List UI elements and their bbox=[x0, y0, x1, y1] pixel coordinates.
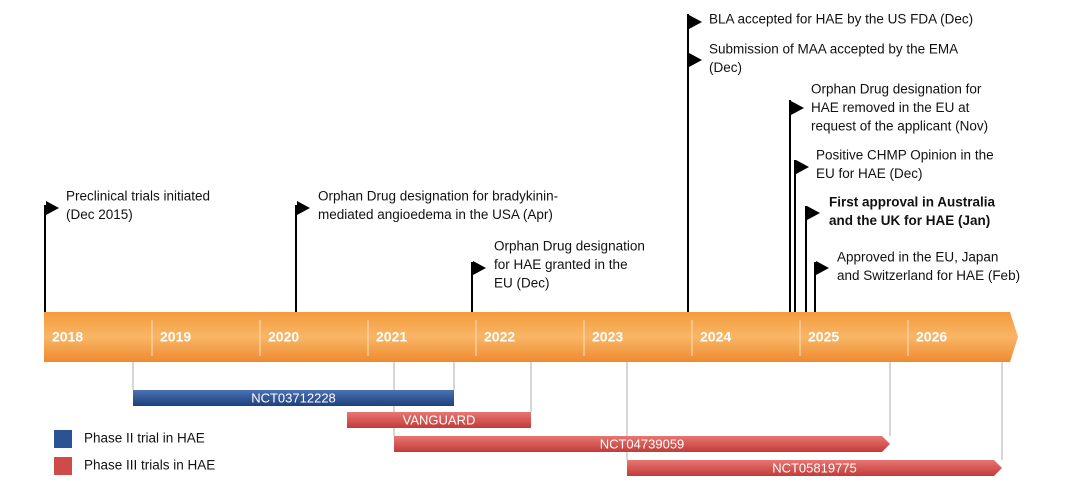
event-flag bbox=[473, 261, 486, 275]
event-text: Submission of MAA accepted by the EMA bbox=[709, 42, 958, 57]
event-flag bbox=[297, 201, 310, 215]
event-text: (Dec 2015) bbox=[66, 207, 133, 222]
event-text: (Dec) bbox=[709, 60, 742, 75]
event-text: Orphan Drug designation for bradykinin- bbox=[318, 189, 558, 204]
event-flag bbox=[807, 206, 820, 220]
trial-bar bbox=[394, 436, 890, 452]
event-text: Orphan Drug designation for bbox=[811, 82, 982, 97]
event-flag bbox=[796, 160, 809, 174]
legend-swatch bbox=[54, 430, 72, 448]
trial-label: NCT04739059 bbox=[600, 436, 685, 451]
event-text: HAE removed in the EU at bbox=[811, 100, 970, 115]
event-text: request of the applicant (Nov) bbox=[811, 119, 988, 134]
event-flag bbox=[816, 261, 829, 275]
legend-label: Phase III trials in HAE bbox=[84, 458, 215, 473]
event-text: Preclinical trials initiated bbox=[66, 189, 210, 204]
event-text: for HAE granted in the bbox=[494, 257, 628, 272]
event-text: Approved in the EU, Japan bbox=[837, 250, 998, 265]
event-text: First approval in Australia bbox=[829, 195, 996, 210]
year-label: 2023 bbox=[592, 329, 623, 345]
event-text: Orphan Drug designation bbox=[494, 239, 645, 254]
event-text: and the UK for HAE (Jan) bbox=[829, 213, 990, 228]
trial-label: VANGUARD bbox=[403, 412, 476, 427]
year-label: 2020 bbox=[268, 329, 299, 345]
event-text: EU (Dec) bbox=[494, 276, 550, 291]
event-text: mediated angioedema in the USA (Apr) bbox=[318, 207, 553, 222]
event-flag bbox=[791, 101, 804, 115]
trial-bar bbox=[133, 390, 454, 406]
trial-label: NCT03712228 bbox=[251, 390, 336, 405]
legend-label: Phase II trial in HAE bbox=[84, 431, 205, 446]
year-label: 2024 bbox=[700, 329, 731, 345]
timeline-axis bbox=[44, 312, 1018, 362]
trial-bar bbox=[347, 412, 531, 428]
year-label: 2021 bbox=[376, 329, 407, 345]
event-flag bbox=[689, 53, 702, 67]
trial-bar bbox=[627, 460, 1002, 476]
trial-label: NCT05819775 bbox=[772, 460, 857, 475]
year-label: 2018 bbox=[52, 329, 83, 345]
event-text: EU for HAE (Dec) bbox=[816, 166, 923, 181]
year-label: 2025 bbox=[808, 329, 839, 345]
legend-swatch bbox=[54, 457, 72, 475]
event-text: Positive CHMP Opinion in the bbox=[816, 148, 994, 163]
year-label: 2019 bbox=[160, 329, 191, 345]
event-text: and Switzerland for HAE (Feb) bbox=[837, 268, 1020, 283]
year-label: 2022 bbox=[484, 329, 515, 345]
year-label: 2026 bbox=[916, 329, 947, 345]
event-text: BLA accepted for HAE by the US FDA (Dec) bbox=[709, 12, 973, 27]
event-flag bbox=[689, 15, 702, 29]
event-flag bbox=[46, 201, 59, 215]
